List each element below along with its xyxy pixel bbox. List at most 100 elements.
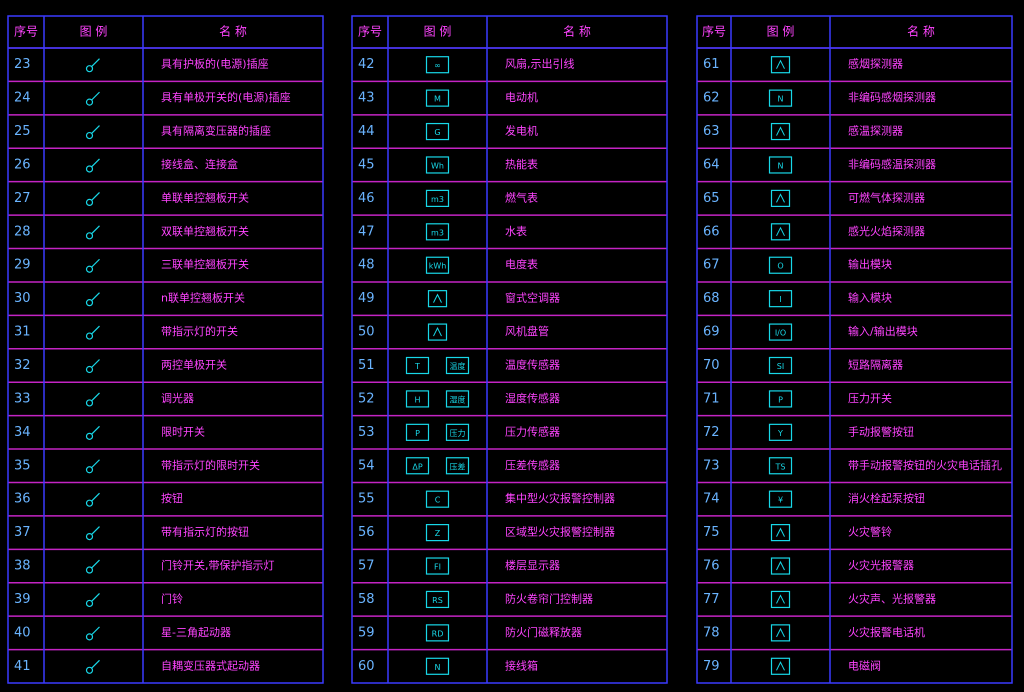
icon-line <box>91 593 100 602</box>
icon-text: N <box>778 95 784 104</box>
icon-box <box>768 356 793 375</box>
row-name: 门铃开关,带保护指示灯 <box>161 558 275 572</box>
icon-circle <box>85 365 94 374</box>
icon-circle <box>85 432 94 440</box>
header-cell: 名 称 <box>219 24 247 39</box>
row-name: 带手动报警按钮的火灾电话插孔 <box>848 458 1002 472</box>
icon-box <box>768 390 793 408</box>
icon-text: P <box>415 429 420 438</box>
row-name: 两控单极开关 <box>161 358 227 372</box>
row-number: 53 <box>358 425 375 440</box>
icon-box <box>425 490 450 508</box>
row-number: 70 <box>703 358 720 373</box>
icon-text: Y <box>777 429 783 438</box>
row-number: 31 <box>14 325 31 340</box>
icon-box <box>768 89 793 107</box>
row-number: 73 <box>703 458 720 473</box>
icon-glyph <box>433 293 442 303</box>
icon-line <box>91 559 100 569</box>
icon-circle <box>85 633 94 641</box>
row-name: 窗式空调器 <box>505 291 560 305</box>
icon-box <box>425 189 450 207</box>
row-name: 调光器 <box>161 391 194 405</box>
row-number: 43 <box>358 91 375 106</box>
row-name: 热能表 <box>505 157 538 171</box>
row-name: 压力传感器 <box>505 425 560 438</box>
row-name: 压力开关 <box>848 391 892 405</box>
icon-text: m3 <box>431 228 444 237</box>
row-name: 燃气表 <box>505 190 538 204</box>
icon-glyph <box>776 560 785 571</box>
row-number: 58 <box>358 592 375 607</box>
row-name: 楼层显示器 <box>505 558 560 572</box>
row-number: 74 <box>703 492 720 507</box>
icon-box <box>768 156 793 174</box>
row-name: 防火卷帘门控制器 <box>505 591 593 605</box>
row-name: 具有单极开关的(电源)插座 <box>161 90 291 104</box>
icon-text: Wh <box>431 161 444 170</box>
icon-box <box>768 490 793 508</box>
icon-glyph <box>776 527 785 537</box>
row-number: 25 <box>14 124 31 139</box>
icon-line <box>91 526 100 536</box>
row-number: 28 <box>14 224 31 239</box>
header-cell: 图 例 <box>80 25 108 39</box>
icon-box <box>425 223 450 241</box>
icon-glyph <box>776 193 785 203</box>
row-name: 火灾光报警器 <box>848 558 914 572</box>
row-name: 火灾声、光报警器 <box>848 591 936 605</box>
row-number: 52 <box>358 391 375 406</box>
row-name: 短路隔离器 <box>848 358 903 372</box>
icon-line <box>91 359 100 368</box>
icon-line <box>91 325 100 335</box>
row-name: 接线箱 <box>505 658 538 672</box>
icon-circle <box>85 599 94 608</box>
header-cell: 序号 <box>358 24 382 39</box>
icon-box <box>425 590 450 609</box>
icon-line <box>91 492 100 502</box>
row-number: 65 <box>703 191 720 206</box>
icon-text: N <box>778 161 784 170</box>
row-number: 57 <box>358 559 375 574</box>
row-name: 具有护板的(电源)插座 <box>161 57 269 71</box>
icon-text: TS <box>775 462 786 471</box>
icon-text: Z <box>435 529 441 538</box>
icon-text: m3 <box>431 195 444 204</box>
icon-circle <box>85 98 94 106</box>
icon-text: RD <box>432 629 444 638</box>
row-number: 59 <box>358 625 375 640</box>
row-number: 75 <box>703 525 720 540</box>
row-number: 37 <box>14 525 31 540</box>
icon-line <box>91 258 100 268</box>
row-number: 36 <box>14 492 31 507</box>
icon-text: M <box>434 95 441 104</box>
icon-box <box>425 89 450 107</box>
icon-box <box>425 122 450 141</box>
header-cell: 序号 <box>14 24 38 39</box>
icon-text: 温度 <box>450 361 466 371</box>
icon-line <box>91 659 100 669</box>
icon-text: T <box>414 362 420 371</box>
icon-text: 湿度 <box>450 394 466 404</box>
icon-box <box>770 524 791 542</box>
icon-circle <box>85 299 94 307</box>
row-name: 电磁阀 <box>848 658 881 672</box>
row-number: 47 <box>358 224 375 239</box>
icon-glyph <box>776 661 785 671</box>
row-number: 50 <box>358 325 375 340</box>
icon-glyph <box>776 126 785 136</box>
row-number: 26 <box>14 157 31 172</box>
icon-box <box>405 457 430 475</box>
row-number: 30 <box>14 291 31 306</box>
icon-box <box>768 323 793 341</box>
icon-text: I <box>779 295 781 304</box>
row-number: 60 <box>358 659 375 674</box>
header-cell: 名 称 <box>563 24 591 39</box>
row-number: 69 <box>703 325 720 340</box>
row-name: 电度表 <box>505 257 538 271</box>
row-name: 输出模块 <box>848 257 892 271</box>
row-number: 38 <box>14 559 31 574</box>
icon-glyph <box>776 226 785 237</box>
icon-text: 压差 <box>450 461 466 471</box>
